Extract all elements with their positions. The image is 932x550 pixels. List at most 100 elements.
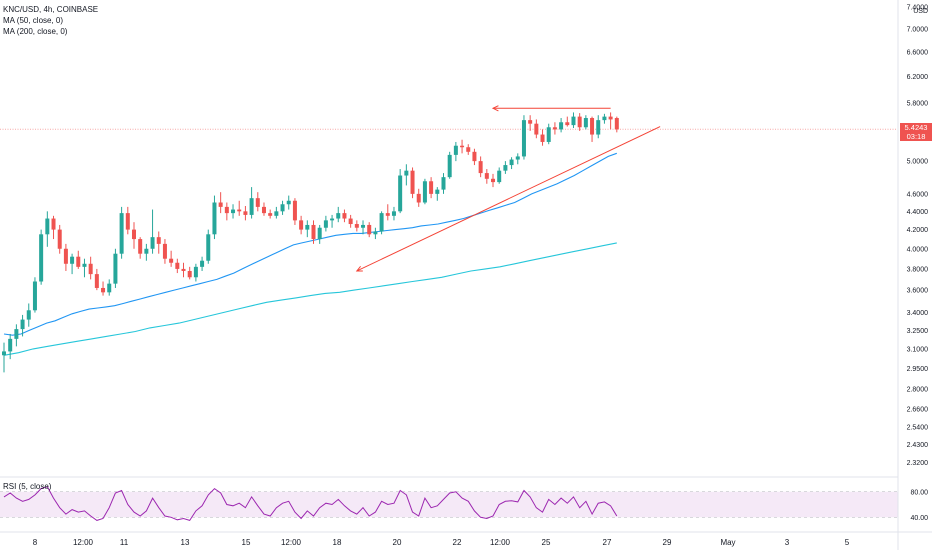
rsi-pane xyxy=(0,485,898,521)
bar-countdown: 03:18 xyxy=(906,132,926,142)
candle-body xyxy=(491,178,496,183)
price-tick-label: 5.0000 xyxy=(907,159,929,166)
price-tick-label: 7.4000 xyxy=(907,5,929,12)
candle-body xyxy=(57,229,62,249)
time-axis: 8 12:00 11 13 15 12:00 18 20 22 12:00 25 27 29 May 3 5 xyxy=(33,538,850,547)
candle-body xyxy=(187,270,192,278)
candle-body xyxy=(515,156,520,160)
candle-body xyxy=(8,338,13,352)
last-price-tag: 5.4243 03:18 xyxy=(900,123,932,142)
candle-body xyxy=(51,218,56,230)
candle-body xyxy=(354,224,359,228)
price-tick-label: 3.8000 xyxy=(907,266,929,273)
candle-body xyxy=(509,159,514,166)
candle-body xyxy=(274,211,279,216)
candle-body xyxy=(540,134,545,142)
time-tick-label: 25 xyxy=(542,538,551,547)
candle-body xyxy=(385,213,390,216)
candle-body xyxy=(261,206,266,214)
candle-body xyxy=(348,218,353,225)
candle-body xyxy=(107,283,112,293)
candle-body xyxy=(472,151,477,162)
candle-body xyxy=(460,145,465,148)
price-tick-label: 3.1000 xyxy=(907,346,929,353)
candle-body xyxy=(429,181,434,194)
candle-body xyxy=(583,118,588,128)
candle-body xyxy=(131,229,136,240)
candle-body xyxy=(441,177,446,190)
candle-body xyxy=(398,175,403,212)
candle-body xyxy=(565,122,570,126)
candle-body xyxy=(212,202,217,235)
chart-legend: KNC/USD, 4h, COINBASE MA (50, close, 0) … xyxy=(3,4,98,37)
candle-body xyxy=(336,213,341,219)
price-tick-label: 4.2000 xyxy=(907,227,929,234)
candle-body xyxy=(32,281,37,311)
candle-body xyxy=(317,227,322,240)
candle-body xyxy=(342,213,347,219)
symbol-label[interactable]: KNC/USD, 4h, COINBASE xyxy=(3,5,99,14)
time-tick-label: 15 xyxy=(242,538,251,547)
rsi-tick-label: 80.00 xyxy=(910,489,928,496)
rsi-tick-label: 40.00 xyxy=(910,515,928,522)
candle-body xyxy=(330,218,335,221)
ma50-legend-label[interactable]: MA (50, close, 0) xyxy=(3,16,64,25)
price-tick-label: 5.8000 xyxy=(907,100,929,107)
time-tick-label: 3 xyxy=(785,538,790,547)
time-tick-label: 12:00 xyxy=(281,538,302,547)
candle-body xyxy=(447,154,452,178)
time-tick-label: 22 xyxy=(453,538,462,547)
price-tick-label: 6.2000 xyxy=(907,74,929,81)
price-tick-label: 3.2500 xyxy=(907,328,929,335)
time-tick-label: 12:00 xyxy=(73,538,94,547)
time-tick-label: 13 xyxy=(181,538,190,547)
candle-body xyxy=(311,224,316,240)
candle-body xyxy=(237,209,242,212)
candle-body xyxy=(590,118,595,135)
candle-body xyxy=(20,319,25,330)
candle-body xyxy=(268,213,273,216)
ma200-line xyxy=(3,242,617,356)
candle-body xyxy=(435,189,440,194)
candle-body xyxy=(26,310,31,320)
candle-body xyxy=(299,220,304,230)
candle-body xyxy=(559,122,564,130)
time-tick-label: 29 xyxy=(663,538,672,547)
support-arrow xyxy=(356,126,661,272)
rsi-legend-label[interactable]: RSI (5, close) xyxy=(3,482,52,491)
time-tick-label: 20 xyxy=(393,538,402,547)
candle-body xyxy=(497,170,502,183)
price-tick-label: 2.9500 xyxy=(907,366,929,373)
last-price-value: 5.4243 xyxy=(904,123,928,133)
candle-body xyxy=(255,198,260,207)
candle-body xyxy=(552,127,557,130)
candle-body xyxy=(63,248,68,264)
candle-body xyxy=(608,116,613,120)
candle-body xyxy=(286,200,291,205)
candle-body xyxy=(39,234,44,282)
price-tick-label: 2.8000 xyxy=(907,386,929,393)
price-axis: 7.40007.00006.60006.20005.80005.40005.00… xyxy=(897,0,929,550)
candle-body xyxy=(193,266,198,278)
candle-body xyxy=(577,116,582,128)
time-tick-label: 11 xyxy=(120,538,129,547)
candle-body xyxy=(453,145,458,155)
ma200-line-layer xyxy=(3,242,617,356)
price-tick-label: 2.5400 xyxy=(907,425,929,432)
candle-body xyxy=(224,206,229,214)
candle-body xyxy=(94,274,99,288)
candle-body xyxy=(231,209,236,214)
ma50-line-layer xyxy=(3,152,617,336)
candle-body xyxy=(361,224,366,228)
price-tick-label: 4.4000 xyxy=(907,209,929,216)
candle-body xyxy=(379,213,384,232)
price-tick-label: 4.6000 xyxy=(907,191,929,198)
price-tick-label: 4.0000 xyxy=(907,246,929,253)
candle-body xyxy=(614,118,619,130)
candle-body xyxy=(323,220,328,228)
ma200-legend-label[interactable]: MA (200, close, 0) xyxy=(3,27,68,36)
candle-body xyxy=(503,165,508,171)
candle-body xyxy=(200,260,205,267)
